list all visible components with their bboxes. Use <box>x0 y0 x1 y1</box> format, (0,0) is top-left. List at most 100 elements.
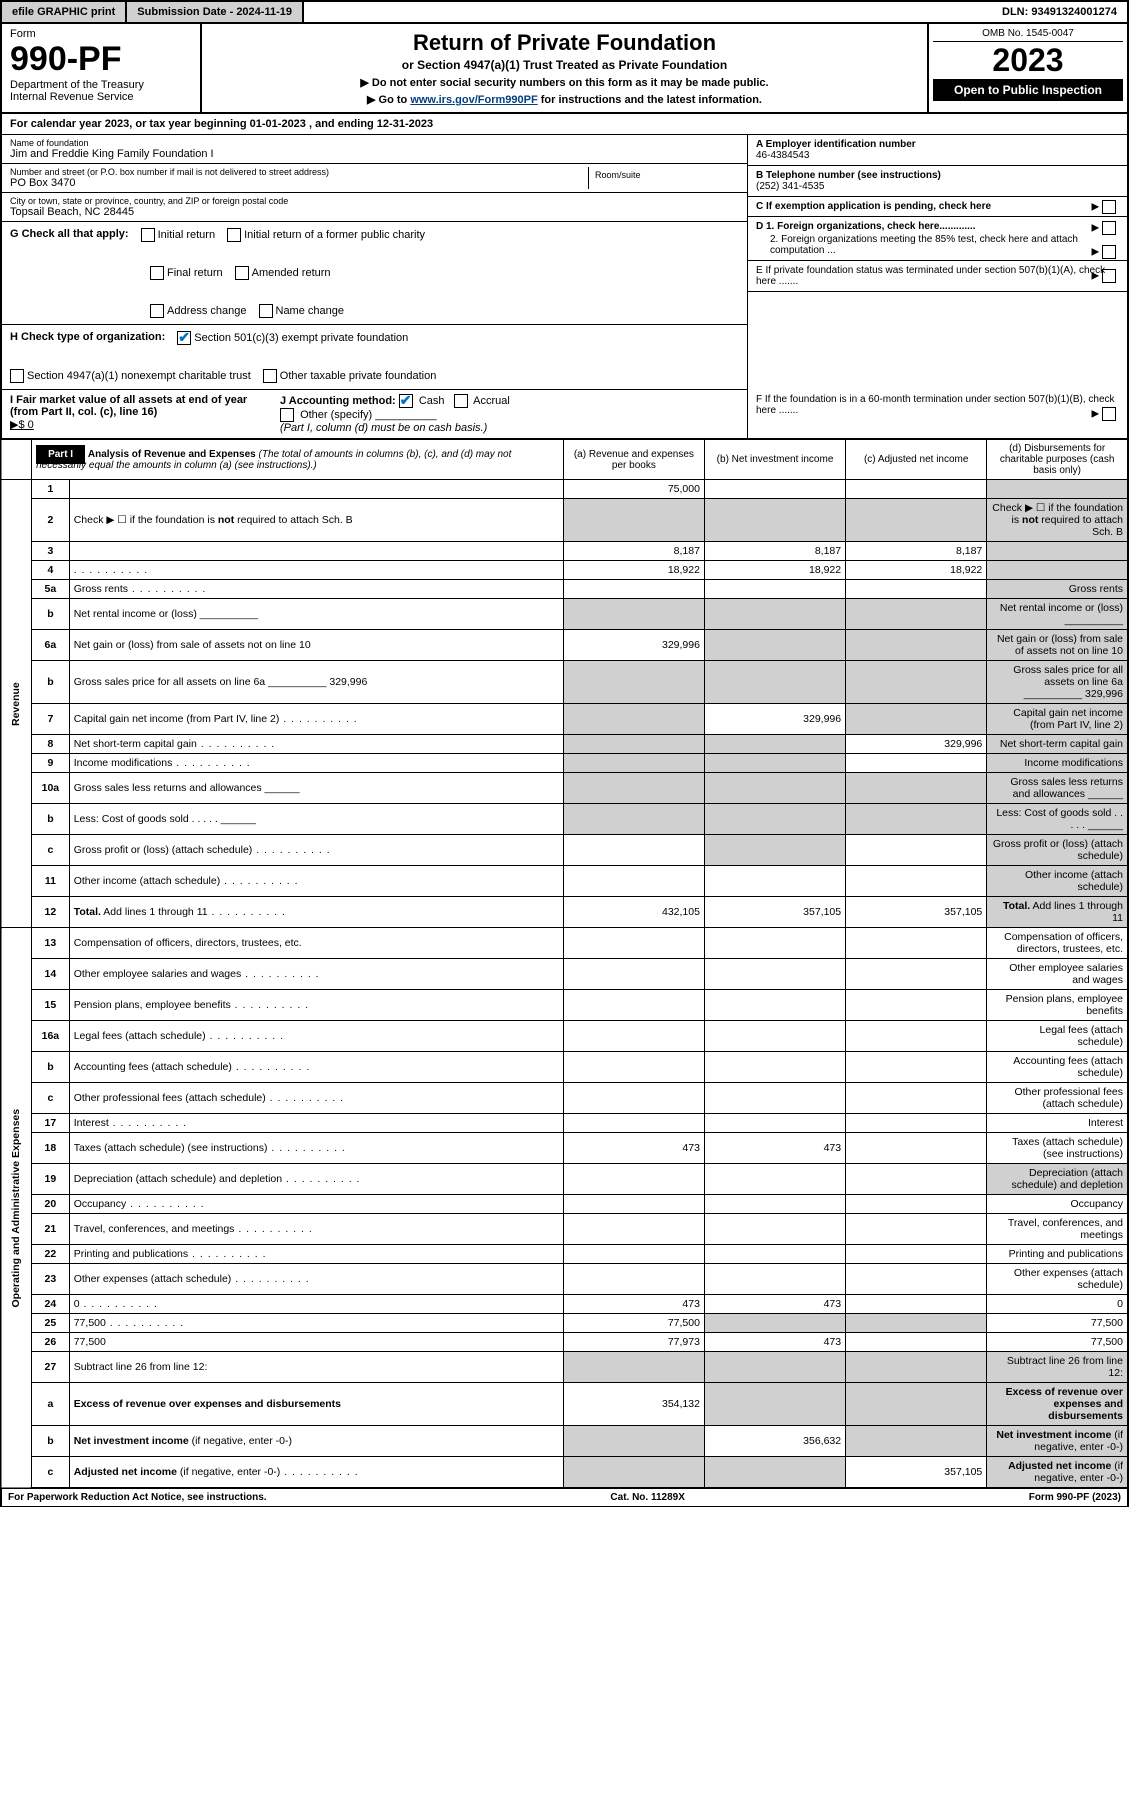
d1-checkbox[interactable] <box>1102 221 1116 235</box>
cash-checkbox[interactable] <box>399 394 413 408</box>
col-c-header: (c) Adjusted net income <box>846 440 987 480</box>
cell-c <box>846 1426 987 1457</box>
line-desc: 77,500 <box>69 1333 563 1352</box>
cell-d: Net short-term capital gain <box>987 735 1128 754</box>
501c3-checkbox[interactable] <box>177 331 191 345</box>
line-desc: Taxes (attach schedule) (see instruction… <box>69 1133 563 1164</box>
instr-2-pre: ▶ Go to <box>367 94 410 106</box>
expenses-side-label: Operating and Administrative Expenses <box>1 928 32 1489</box>
cell-a <box>563 1195 704 1214</box>
f-checkbox[interactable] <box>1102 407 1116 421</box>
cell-c <box>846 1114 987 1133</box>
cell-d <box>987 480 1128 499</box>
g-opt-2: Address change <box>167 305 247 317</box>
table-row: Operating and Administrative Expenses13C… <box>1 928 1128 959</box>
part1-title: Analysis of Revenue and Expenses <box>88 449 256 460</box>
cell-a: 77,973 <box>563 1333 704 1352</box>
cell-d <box>987 561 1128 580</box>
instr-2-post: for instructions and the latest informat… <box>538 94 762 106</box>
line-desc: Total. Add lines 1 through 11 <box>69 897 563 928</box>
other-method-checkbox[interactable] <box>280 408 294 422</box>
table-row: 22Printing and publicationsPrinting and … <box>1 1245 1128 1264</box>
cell-b <box>704 1314 845 1333</box>
cell-d: Check ▶ ☐ if the foundation is not requi… <box>987 499 1128 542</box>
cell-b <box>704 928 845 959</box>
c-checkbox[interactable] <box>1102 200 1116 214</box>
accrual-checkbox[interactable] <box>454 394 468 408</box>
line-desc: Net short-term capital gain <box>69 735 563 754</box>
cell-a: 473 <box>563 1295 704 1314</box>
omb-number: OMB No. 1545-0047 <box>933 28 1123 42</box>
table-row: cOther professional fees (attach schedul… <box>1 1083 1128 1114</box>
cell-d: Subtract line 26 from line 12: <box>987 1352 1128 1383</box>
amended-return-checkbox[interactable] <box>235 266 249 280</box>
line-num: 24 <box>32 1295 70 1314</box>
irs: Internal Revenue Service <box>10 91 192 103</box>
g-label: G Check all that apply: <box>10 228 129 240</box>
table-row: bLess: Cost of goods sold . . . . . ____… <box>1 804 1128 835</box>
cell-c <box>846 1052 987 1083</box>
other-taxable-checkbox[interactable] <box>263 369 277 383</box>
cell-b <box>704 1114 845 1133</box>
line-desc: 77,500 <box>69 1314 563 1333</box>
cell-c <box>846 1352 987 1383</box>
form-url-link[interactable]: www.irs.gov/Form990PF <box>410 94 537 106</box>
table-row: 27Subtract line 26 from line 12:Subtract… <box>1 1352 1128 1383</box>
efile-print-button[interactable]: efile GRAPHIC print <box>2 2 127 22</box>
cell-a <box>563 1457 704 1489</box>
line-desc: Printing and publications <box>69 1245 563 1264</box>
table-row: 14Other employee salaries and wagesOther… <box>1 959 1128 990</box>
cell-c <box>846 1195 987 1214</box>
line-desc: Other expenses (attach schedule) <box>69 1264 563 1295</box>
line-num: 21 <box>32 1214 70 1245</box>
table-row: aExcess of revenue over expenses and dis… <box>1 1383 1128 1426</box>
cell-b: 357,105 <box>704 897 845 928</box>
topbar: efile GRAPHIC print Submission Date - 20… <box>0 0 1129 24</box>
cell-c: 329,996 <box>846 735 987 754</box>
cell-d: Gross sales less returns and allowances … <box>987 773 1128 804</box>
form-header: Form 990-PF Department of the Treasury I… <box>0 24 1129 114</box>
final-return-checkbox[interactable] <box>150 266 164 280</box>
room-label: Room/suite <box>595 170 733 180</box>
table-row: 2677,50077,97347377,500 <box>1 1333 1128 1352</box>
cell-d: Other professional fees (attach schedule… <box>987 1083 1128 1114</box>
cell-d: Gross rents <box>987 580 1128 599</box>
4947-checkbox[interactable] <box>10 369 24 383</box>
initial-former-checkbox[interactable] <box>227 228 241 242</box>
table-row: 11Other income (attach schedule)Other in… <box>1 866 1128 897</box>
line-num: 26 <box>32 1333 70 1352</box>
table-row: bGross sales price for all assets on lin… <box>1 661 1128 704</box>
cell-b <box>704 1245 845 1264</box>
line-num: 20 <box>32 1195 70 1214</box>
line-desc: Excess of revenue over expenses and disb… <box>69 1383 563 1426</box>
line-desc <box>69 542 563 561</box>
cell-c <box>846 928 987 959</box>
cell-c <box>846 1214 987 1245</box>
line-desc: Accounting fees (attach schedule) <box>69 1052 563 1083</box>
cell-b <box>704 630 845 661</box>
name-change-checkbox[interactable] <box>259 304 273 318</box>
cell-b <box>704 499 845 542</box>
e-checkbox[interactable] <box>1102 269 1116 283</box>
phone-label: B Telephone number (see instructions) <box>756 170 941 181</box>
cell-b <box>704 866 845 897</box>
col-a-header: (a) Revenue and expenses per books <box>563 440 704 480</box>
footer-right: Form 990-PF (2023) <box>1029 1492 1121 1503</box>
line-desc: Gross sales price for all assets on line… <box>69 661 563 704</box>
d2-checkbox[interactable] <box>1102 245 1116 259</box>
initial-return-checkbox[interactable] <box>141 228 155 242</box>
form-number: 990-PF <box>10 40 192 79</box>
cell-c <box>846 1133 987 1164</box>
foundation-name: Jim and Freddie King Family Foundation I <box>10 148 739 160</box>
cell-a <box>563 1164 704 1195</box>
dln: DLN: 93491324001274 <box>992 2 1127 22</box>
line-num: 16a <box>32 1021 70 1052</box>
line-num: b <box>32 599 70 630</box>
cell-c <box>846 580 987 599</box>
cell-b: 18,922 <box>704 561 845 580</box>
address-change-checkbox[interactable] <box>150 304 164 318</box>
table-row: 20OccupancyOccupancy <box>1 1195 1128 1214</box>
cell-c <box>846 804 987 835</box>
line-num: 11 <box>32 866 70 897</box>
line-desc: Legal fees (attach schedule) <box>69 1021 563 1052</box>
